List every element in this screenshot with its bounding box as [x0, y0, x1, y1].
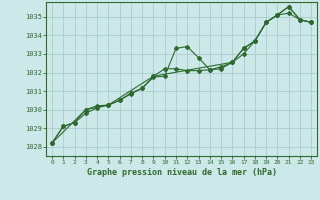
- X-axis label: Graphe pression niveau de la mer (hPa): Graphe pression niveau de la mer (hPa): [87, 168, 276, 177]
